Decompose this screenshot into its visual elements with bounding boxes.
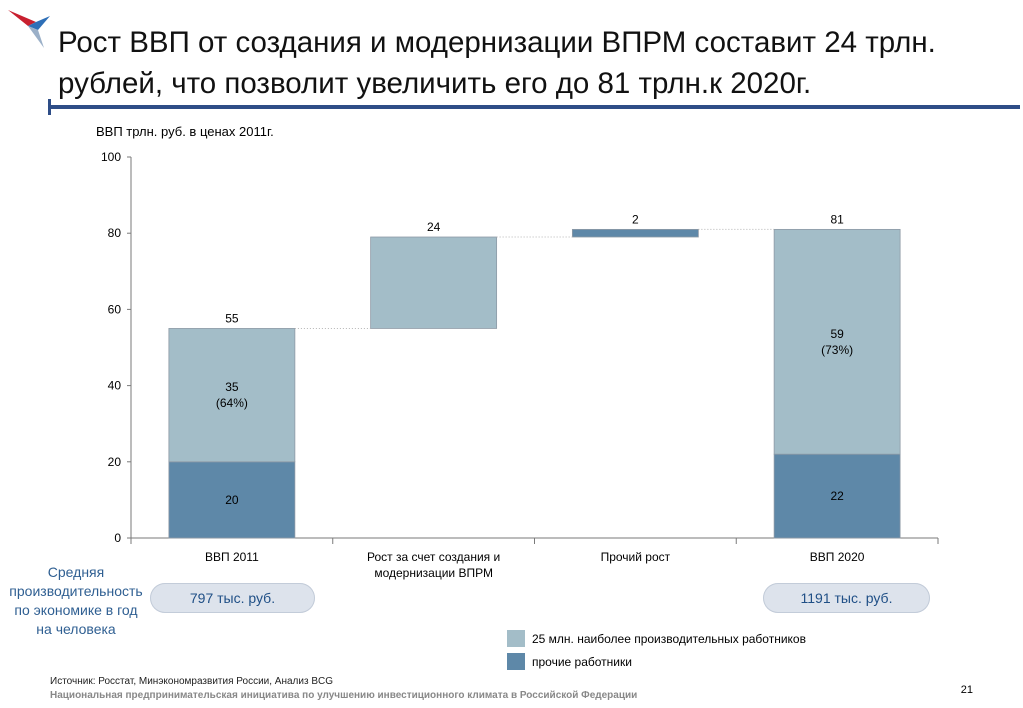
y-tick-label: 80 [108, 226, 122, 240]
bar-segment [571, 228, 699, 238]
bar-total-label: 24 [427, 220, 441, 234]
page-title: Рост ВВП от создания и модернизации ВПРМ… [58, 26, 936, 100]
page-number: 21 [960, 684, 973, 696]
bar-segment [370, 236, 498, 329]
segment-value-label: 59 [830, 327, 844, 341]
source-note: Источник: Росстат, Минэкономразвития Рос… [50, 676, 334, 687]
y-tick-label: 0 [114, 531, 121, 545]
bar-total-label: 81 [830, 212, 844, 226]
y-tick-label: 20 [108, 455, 122, 469]
legend-label-other: прочие работники [532, 655, 632, 669]
productivity-label: Средняя производительность по экономике … [9, 564, 143, 637]
x-category-label: Прочий рост [601, 550, 671, 564]
bar-total-label: 2 [632, 212, 639, 226]
y-axis-label: ВВП трлн. руб. в ценах 2011г. [96, 124, 274, 139]
logo-icon [8, 10, 50, 48]
bar-total-label: 55 [225, 311, 239, 325]
bar-segment [773, 228, 901, 455]
title-rule [48, 99, 1020, 115]
footer-organization: Национальная предпринимательская инициат… [50, 690, 638, 701]
bar-segment [168, 328, 296, 463]
segment-value-label: 22 [830, 489, 844, 503]
segment-value-label: 20 [225, 493, 239, 507]
legend-label-top: 25 млн. наиболее производительных работн… [532, 632, 806, 646]
x-category-label: модернизации ВПРМ [374, 566, 493, 580]
y-tick-label: 100 [101, 150, 121, 164]
segment-share-label: (64%) [216, 396, 248, 410]
productivity-2020-badge: 1191 тыс. руб. [763, 583, 930, 613]
y-tick-label: 60 [108, 302, 122, 316]
segment-value-label: 35 [225, 380, 239, 394]
y-tick-label: 40 [108, 379, 122, 393]
productivity-2011-badge: 797 тыс. руб. [150, 583, 315, 613]
legend-swatch-top [507, 630, 525, 647]
bar-segment [168, 461, 296, 539]
segment-share-label: (73%) [821, 343, 853, 357]
x-category-label: ВВП 2011 [205, 550, 259, 564]
x-category-label: Рост за счет создания и [367, 550, 500, 564]
x-category-label: ВВП 2020 [810, 550, 865, 564]
legend-swatch-other [507, 653, 525, 670]
